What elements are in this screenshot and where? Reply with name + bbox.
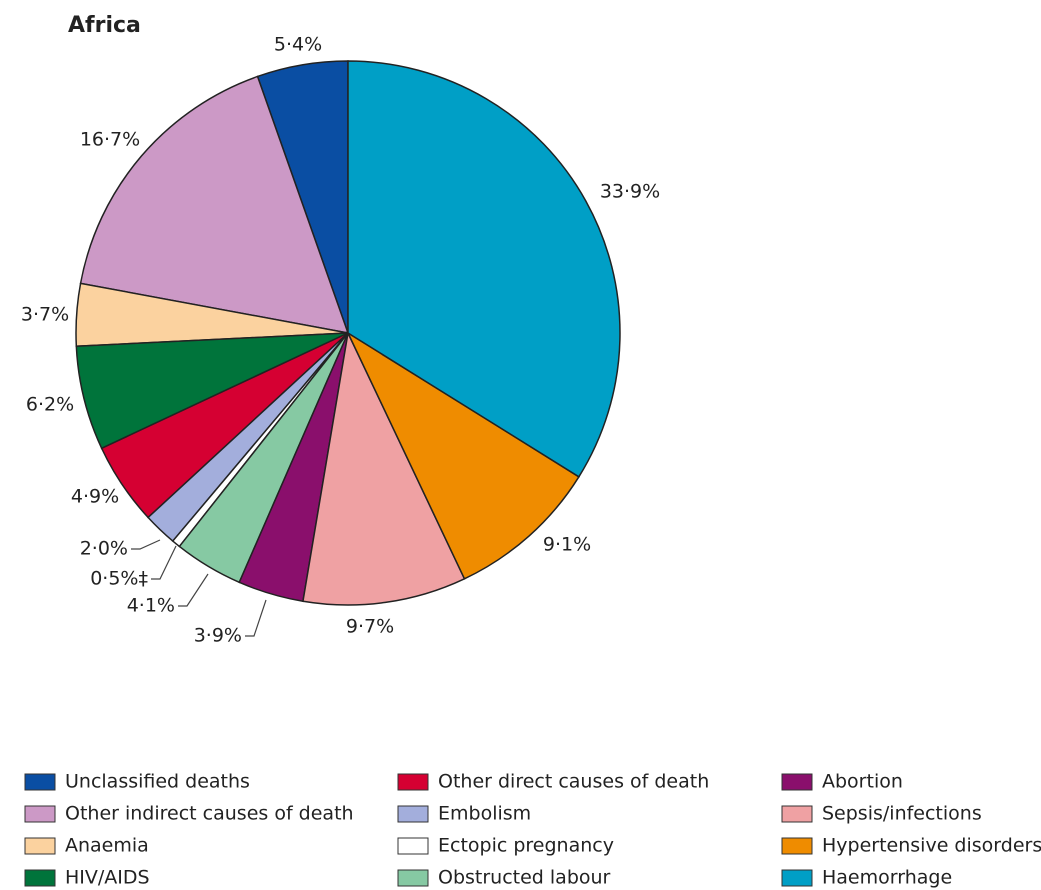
legend-swatch: [24, 773, 56, 791]
data-label: 4·9%: [71, 486, 119, 508]
leader-line: [245, 599, 267, 637]
legend-swatch: [24, 837, 56, 855]
data-label: 3·9%: [194, 625, 242, 647]
data-label: 0·5%‡: [90, 568, 148, 590]
legend-label: Hypertensive disorders: [822, 835, 1041, 857]
pie-slice: [346, 331, 580, 580]
legend-label: Ectopic pregnancy: [438, 835, 614, 857]
chart-title: Africa: [68, 13, 141, 38]
legend-label: Embolism: [438, 803, 531, 825]
legend-swatch: [397, 805, 429, 823]
data-label: 4·1%: [127, 595, 175, 617]
legend-label: Unclassified deaths: [65, 771, 250, 793]
legend-swatch: [781, 805, 813, 823]
legend-swatch: [781, 837, 813, 855]
leader-line: [131, 539, 161, 550]
data-label: 33·9%: [600, 181, 660, 203]
legend-swatch: [781, 773, 813, 791]
legend-swatch: [397, 773, 429, 791]
data-label: 3·7%: [21, 304, 69, 326]
legend-label: Abortion: [822, 771, 903, 793]
data-label: 6·2%: [26, 394, 74, 416]
data-label: 9·7%: [346, 616, 394, 638]
leader-line: [151, 545, 177, 580]
data-label: 5·4%: [274, 34, 322, 56]
legend-label: Other direct causes of death: [438, 771, 709, 793]
legend-label: Other indirect causes of death: [65, 803, 354, 825]
data-label: 9·1%: [543, 534, 591, 556]
pie-slice: [79, 75, 350, 334]
legend-label: HIV/AIDS: [65, 867, 150, 889]
legend-swatch: [397, 837, 429, 855]
legend-swatch: [781, 869, 813, 887]
legend-swatch: [24, 805, 56, 823]
leader-line: [178, 573, 209, 607]
legend-label: Haemorrhage: [822, 867, 952, 889]
pie-slice: [302, 330, 466, 606]
legend-label: Anaemia: [65, 835, 149, 857]
legend-swatch: [397, 869, 429, 887]
legend-label: Obstructed labour: [438, 867, 611, 889]
legend-swatch: [24, 869, 56, 887]
data-label: 16·7%: [80, 129, 140, 151]
legend-label: Sepsis/infections: [822, 803, 982, 825]
data-label: 2·0%: [80, 538, 128, 560]
pie-slice: [347, 60, 621, 478]
